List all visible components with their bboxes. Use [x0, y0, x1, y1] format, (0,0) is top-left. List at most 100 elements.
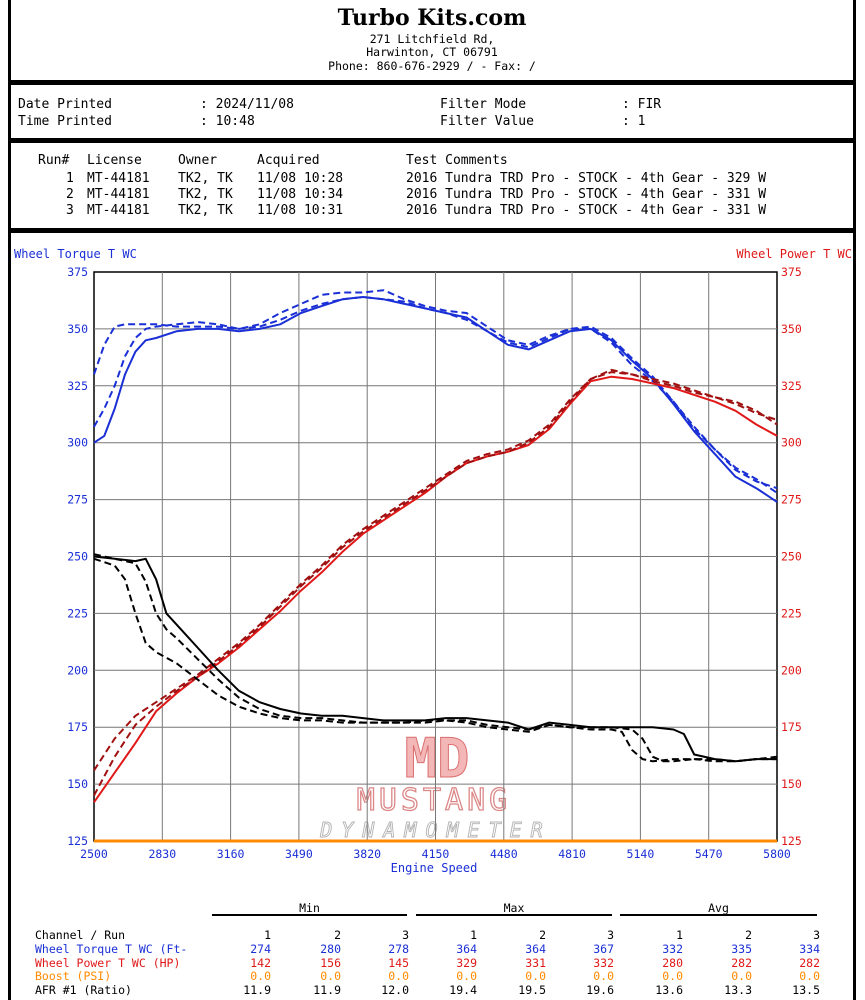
- stats-value: 145: [388, 955, 409, 970]
- stats-value: 280: [662, 955, 683, 970]
- stats-channel-header: Channel / Run: [35, 928, 126, 942]
- logo-dynamometer: DYNAMOMETER: [319, 818, 551, 842]
- stats-run-header: 3: [402, 928, 409, 942]
- stats-channel-label: Boost (PSI): [35, 969, 112, 983]
- right-y-tick-label: 325: [781, 379, 802, 393]
- stats-group-rule: [620, 914, 817, 916]
- stats-value: 13.3: [724, 982, 752, 997]
- left-y-tick-label: 350: [67, 322, 88, 336]
- runs-header-acquired: Acquired: [257, 153, 320, 168]
- stats-value: 334: [799, 942, 820, 956]
- stats-channel-label: Wheel Torque T WC (Ft-: [35, 942, 188, 956]
- left-y-tick-label: 125: [67, 834, 88, 848]
- run-comments: 2016 Tundra TRD Pro - STOCK - 4th Gear -…: [406, 203, 767, 218]
- run-license: MT-44181: [87, 203, 150, 218]
- x-tick-label: 5140: [627, 847, 655, 861]
- afr-1-run-2-line: [93, 557, 778, 763]
- right-y-tick-label: 150: [781, 777, 802, 791]
- run-license: MT-44181: [87, 187, 150, 202]
- wheel-torque-t-wc-run-3-line: [93, 289, 778, 494]
- stats-value: 19.6: [586, 982, 614, 997]
- right-y-tick-label: 200: [781, 663, 802, 677]
- stats-value: 0.0: [731, 969, 752, 983]
- stats-value: 332: [662, 942, 683, 956]
- left-y-tick-label: 300: [67, 436, 88, 450]
- stats-value: 11.9: [313, 982, 341, 997]
- stats-value: 0.0: [320, 969, 341, 983]
- left-axis-title: Wheel Torque T WC: [14, 247, 137, 261]
- stats-run-header: 3: [607, 928, 614, 942]
- stats-run-header: 1: [264, 928, 271, 942]
- left-y-tick-label: 150: [67, 777, 88, 791]
- stats-value: 364: [456, 942, 477, 956]
- stats-value: 0.0: [525, 969, 546, 983]
- right-y-tick-label: 175: [781, 720, 802, 734]
- divider: [8, 228, 856, 233]
- x-axis-title: Engine Speed: [391, 861, 478, 875]
- stats-run-header: 1: [676, 928, 683, 942]
- run-acquired: 11/08 10:34: [257, 187, 344, 202]
- filter-value-value: : 1: [622, 114, 646, 129]
- time-printed-value: : 10:48: [200, 114, 255, 129]
- x-tick-label: 3160: [217, 847, 245, 861]
- right-axis-title: Wheel Power T WC: [736, 247, 852, 261]
- run-number: 2: [66, 187, 74, 202]
- right-y-tick-label: 225: [781, 606, 802, 620]
- left-y-tick-label: 275: [67, 493, 88, 507]
- left-y-tick-label: 250: [67, 550, 88, 564]
- stats-run-header: 2: [539, 928, 546, 942]
- stats-value: 12.0: [381, 982, 409, 997]
- run-number: 3: [66, 203, 74, 218]
- date-printed-value: : 2024/11/08: [200, 97, 294, 112]
- stats-value: 0.0: [456, 969, 477, 983]
- left-y-tick-label: 225: [67, 606, 88, 620]
- run-acquired: 11/08 10:28: [257, 171, 344, 186]
- stats-value: 156: [320, 955, 341, 970]
- wheel-power-t-wc-run-2-line: [93, 371, 778, 771]
- run-comments: 2016 Tundra TRD Pro - STOCK - 4th Gear -…: [406, 171, 767, 186]
- date-printed-label: Date Printed: [18, 97, 112, 112]
- stats-value: 367: [593, 942, 614, 956]
- filter-value-label: Filter Value: [440, 114, 534, 129]
- divider: [8, 138, 856, 143]
- phone-fax-line: Phone: 860-676-2929 / - Fax: /: [328, 59, 536, 73]
- run-acquired: 11/08 10:31: [257, 203, 344, 218]
- stats-value: 278: [388, 942, 409, 956]
- runs-header-owner: Owner: [178, 153, 218, 168]
- run-license: MT-44181: [87, 171, 150, 186]
- stats-value: 282: [731, 955, 752, 970]
- stats-group-rule: [212, 914, 407, 916]
- stats-run-header: 3: [813, 928, 820, 942]
- right-y-tick-label: 375: [781, 265, 802, 279]
- run-owner: TK2, TK: [178, 203, 233, 218]
- x-tick-label: 4480: [490, 847, 518, 861]
- divider: [8, 80, 856, 85]
- right-y-tick-label: 250: [781, 550, 802, 564]
- stats-value: 331: [525, 955, 546, 970]
- stats-value: 0.0: [662, 969, 683, 983]
- stats-value: 280: [320, 942, 341, 956]
- time-printed-label: Time Printed: [18, 114, 112, 129]
- stats-value: 329: [456, 955, 477, 970]
- afr-1-run-3-line: [93, 553, 777, 763]
- x-tick-label: 4150: [422, 847, 450, 861]
- stats-value: 19.4: [449, 982, 477, 997]
- stats-value: 335: [731, 942, 752, 956]
- mustang-dyno-logo: MD MUSTANG DYNAMOMETER: [319, 727, 551, 843]
- x-tick-label: 2500: [80, 847, 108, 861]
- stats-value: 0.0: [250, 969, 271, 983]
- stats-value: 0.0: [388, 969, 409, 983]
- company-title: Turbo Kits.com: [337, 5, 527, 31]
- stats-run-header: 2: [745, 928, 752, 942]
- stats-value: 11.9: [243, 982, 271, 997]
- address-line-2: Harwinton, CT 06791: [366, 45, 498, 59]
- right-y-tick-label: 350: [781, 322, 802, 336]
- runs-header-run: Run#: [38, 153, 70, 168]
- stats-value: 274: [250, 942, 271, 956]
- runs-header-license: License: [87, 153, 142, 168]
- stats-value: 142: [250, 955, 271, 970]
- stats-channel-label: Wheel Power T WC (HP): [35, 955, 181, 970]
- stats-value: 19.5: [518, 982, 546, 997]
- x-tick-label: 2830: [148, 847, 176, 861]
- stats-run-header: 2: [334, 928, 341, 942]
